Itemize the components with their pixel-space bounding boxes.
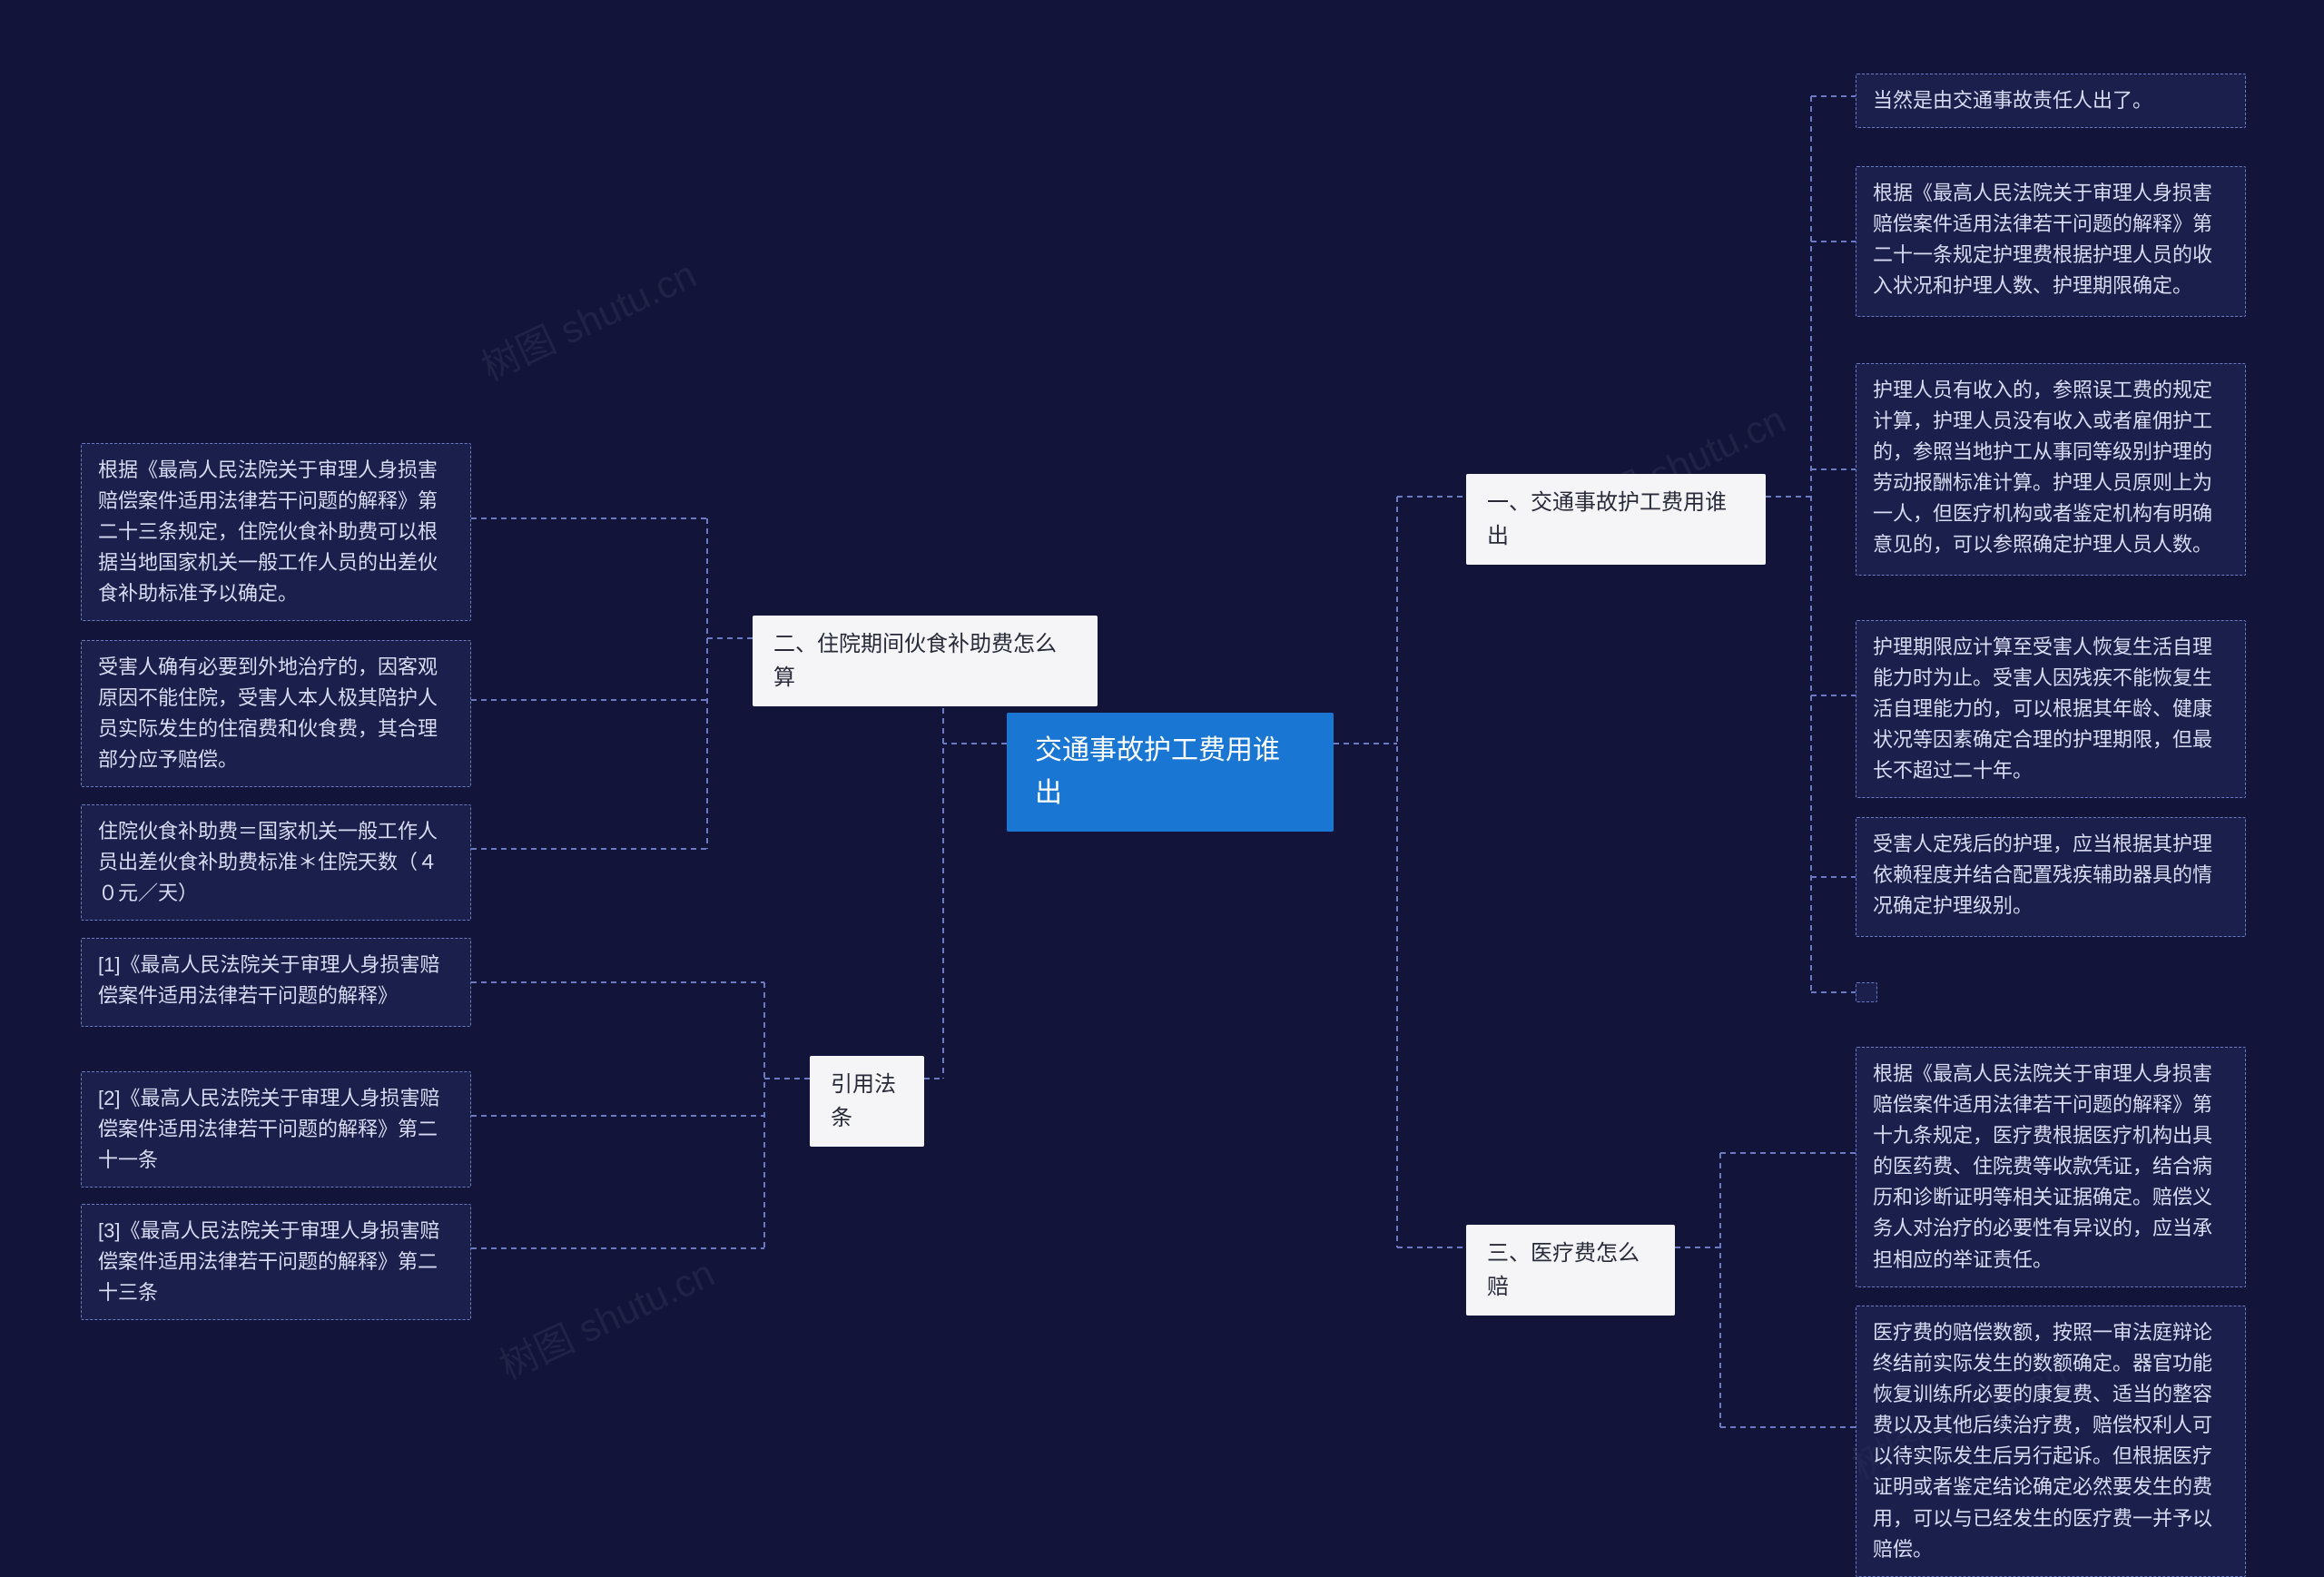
watermark: 树图 shutu.cn — [471, 244, 704, 392]
leaf-r1-1: 根据《最高人民法院关于审理人身损害赔偿案件适用法律若干问题的解释》第二十一条规定… — [1856, 166, 2246, 317]
branch-l1: 二、住院期间伙食补助费怎么算 — [753, 616, 1098, 706]
leaf-r1-2: 护理人员有收入的，参照误工费的规定计算，护理人员没有收入或者雇佣护工的，参照当地… — [1856, 363, 2246, 576]
leaf-r2-0: 根据《最高人民法院关于审理人身损害赔偿案件适用法律若干问题的解释》第十九条规定，… — [1856, 1047, 2246, 1287]
branch-r2: 三、医疗费怎么赔 — [1466, 1225, 1675, 1316]
leaf-l1-2: 住院伙食补助费＝国家机关一般工作人员出差伙食补助费标准＊住院天数（４０元／天） — [81, 804, 471, 921]
branch-r1: 一、交通事故护工费用谁出 — [1466, 474, 1766, 565]
leaf-r1-4: 受害人定残后的护理，应当根据其护理依赖程度并结合配置残疾辅助器具的情况确定护理级… — [1856, 817, 2246, 937]
leaf-l1-0: 根据《最高人民法院关于审理人身损害赔偿案件适用法律若干问题的解释》第二十三条规定… — [81, 443, 471, 621]
branch-l2: 引用法条 — [810, 1056, 924, 1147]
leaf-l1-1: 受害人确有必要到外地治疗的，因客观原因不能住院，受害人本人极其陪护人员实际发生的… — [81, 640, 471, 787]
leaf-l2-0: [1]《最高人民法院关于审理人身损害赔偿案件适用法律若干问题的解释》 — [81, 938, 471, 1027]
leaf-l2-1: [2]《最高人民法院关于审理人身损害赔偿案件适用法律若干问题的解释》第二十一条 — [81, 1071, 471, 1188]
leaf-l2-2: [3]《最高人民法院关于审理人身损害赔偿案件适用法律若干问题的解释》第二十三条 — [81, 1204, 471, 1320]
leaf-r1-5 — [1856, 982, 1877, 1002]
root-node: 交通事故护工费用谁出 — [1007, 713, 1334, 832]
leaf-r1-0: 当然是由交通事故责任人出了。 — [1856, 74, 2246, 128]
leaf-r2-1: 医疗费的赔偿数额，按照一审法庭辩论终结前实际发生的数额确定。器官功能恢复训练所必… — [1856, 1306, 2246, 1577]
leaf-r1-3: 护理期限应计算至受害人恢复生活自理能力时为止。受害人因残疾不能恢复生活自理能力的… — [1856, 620, 2246, 798]
watermark: 树图 shutu.cn — [489, 1243, 722, 1391]
